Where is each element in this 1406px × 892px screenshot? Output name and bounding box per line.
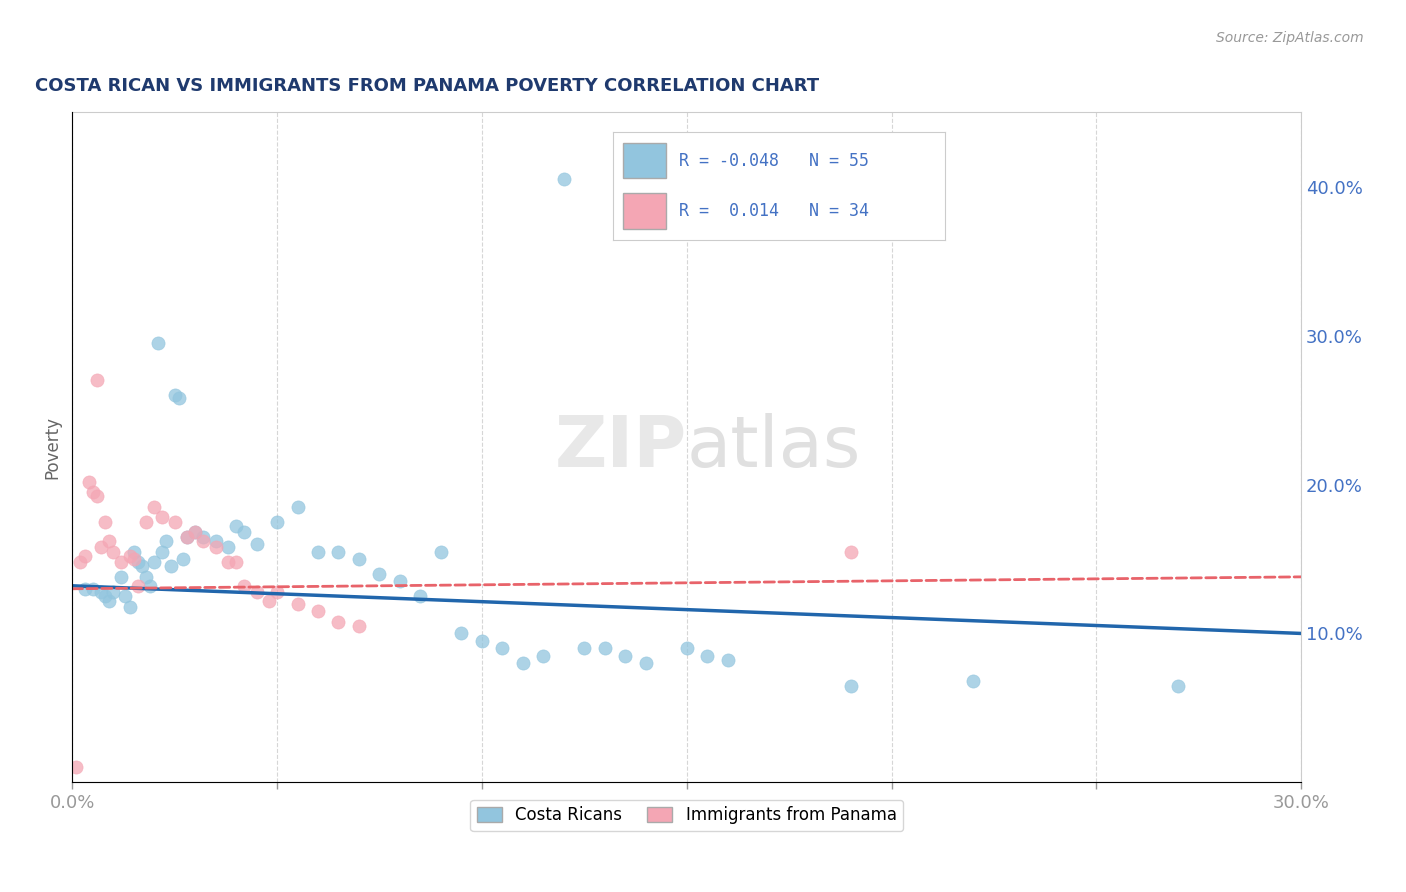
Point — [127, 579, 149, 593]
Point — [77, 475, 100, 489]
Point — [82, 582, 104, 596]
Point — [531, 648, 554, 663]
Point — [114, 589, 136, 603]
Point — [328, 615, 350, 629]
Point — [204, 540, 226, 554]
Point — [409, 589, 432, 603]
Point — [110, 570, 132, 584]
Point — [347, 552, 370, 566]
Point — [163, 388, 186, 402]
Point — [176, 530, 198, 544]
Y-axis label: Poverty: Poverty — [44, 416, 60, 479]
Point — [287, 597, 309, 611]
Point — [574, 641, 596, 656]
Point — [86, 373, 108, 387]
Point — [328, 544, 350, 558]
Point — [491, 641, 513, 656]
Point — [962, 674, 984, 689]
Point — [172, 552, 194, 566]
Point — [614, 648, 637, 663]
Point — [176, 530, 198, 544]
Point — [266, 584, 288, 599]
Point — [287, 500, 309, 514]
Point — [193, 530, 215, 544]
Point — [217, 540, 239, 554]
Point — [245, 584, 267, 599]
Point — [103, 584, 125, 599]
Point — [122, 552, 145, 566]
Point — [225, 519, 247, 533]
Point — [118, 549, 141, 563]
Point — [122, 544, 145, 558]
Point — [233, 525, 256, 540]
Point — [150, 544, 173, 558]
Point — [139, 579, 162, 593]
Point — [204, 534, 226, 549]
Point — [110, 555, 132, 569]
Point — [307, 544, 329, 558]
Point — [163, 515, 186, 529]
Point — [103, 544, 125, 558]
Text: ZIP: ZIP — [554, 413, 686, 482]
Point — [368, 566, 391, 581]
Point — [118, 599, 141, 614]
Point — [245, 537, 267, 551]
Point — [65, 760, 87, 774]
Point — [135, 570, 157, 584]
Point — [82, 485, 104, 500]
Point — [150, 510, 173, 524]
Text: COSTA RICAN VS IMMIGRANTS FROM PANAMA POVERTY CORRELATION CHART: COSTA RICAN VS IMMIGRANTS FROM PANAMA PO… — [35, 78, 820, 95]
Point — [135, 515, 157, 529]
Point — [148, 336, 170, 351]
Point — [233, 579, 256, 593]
Point — [184, 525, 207, 540]
Point — [143, 555, 166, 569]
Point — [94, 589, 117, 603]
Point — [450, 626, 472, 640]
Point — [696, 648, 718, 663]
Point — [512, 657, 534, 671]
Legend: Costa Ricans, Immigrants from Panama: Costa Ricans, Immigrants from Panama — [470, 799, 903, 831]
Point — [73, 549, 96, 563]
Point — [69, 555, 91, 569]
Point — [388, 574, 411, 589]
Point — [266, 515, 288, 529]
Point — [98, 534, 121, 549]
Point — [73, 582, 96, 596]
Point — [471, 633, 494, 648]
Point — [307, 604, 329, 618]
Point — [839, 679, 862, 693]
Point — [155, 534, 177, 549]
Point — [90, 540, 112, 554]
Point — [553, 172, 575, 186]
Point — [839, 544, 862, 558]
Point — [1167, 679, 1189, 693]
Point — [184, 525, 207, 540]
Point — [593, 641, 616, 656]
Point — [717, 653, 740, 667]
Point — [143, 500, 166, 514]
Point — [347, 619, 370, 633]
Point — [675, 641, 697, 656]
Point — [127, 555, 149, 569]
Text: atlas: atlas — [686, 413, 860, 482]
Point — [86, 490, 108, 504]
Point — [217, 555, 239, 569]
Point — [193, 534, 215, 549]
Point — [90, 584, 112, 599]
Point — [159, 559, 181, 574]
Point — [634, 657, 657, 671]
Point — [225, 555, 247, 569]
Point — [257, 593, 280, 607]
Point — [131, 559, 153, 574]
Point — [98, 593, 121, 607]
Text: Source: ZipAtlas.com: Source: ZipAtlas.com — [1216, 31, 1364, 45]
Point — [94, 515, 117, 529]
Point — [430, 544, 453, 558]
Point — [167, 391, 190, 405]
